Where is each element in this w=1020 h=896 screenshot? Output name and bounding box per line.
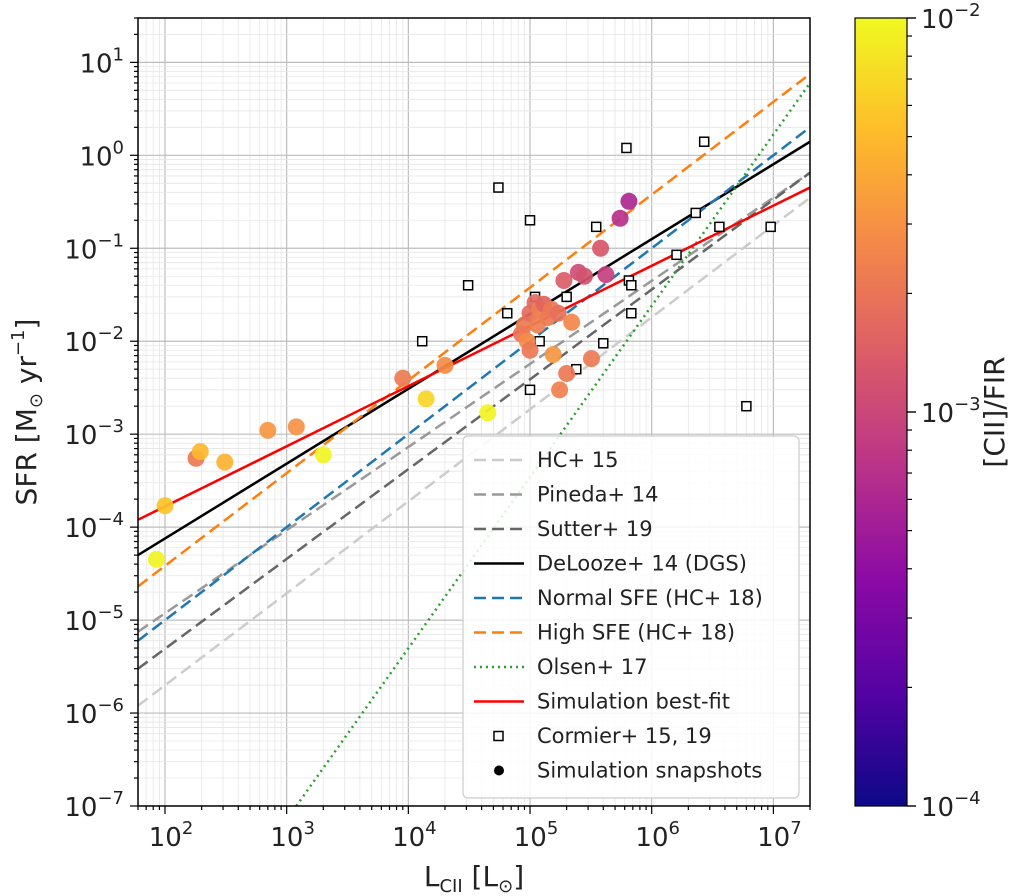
y-tick-label: 10−7 (64, 788, 124, 823)
y-tick-label: 10−6 (64, 695, 124, 730)
simulation-point (287, 418, 305, 436)
legend-marker (494, 765, 504, 776)
x-tick-label: 104 (392, 818, 437, 853)
cormier-point (590, 221, 602, 233)
simulation-point (597, 266, 615, 284)
cormier-point (626, 307, 637, 319)
cormier-point (561, 291, 572, 303)
legend-label: Pineda+ 14 (537, 483, 658, 507)
axis-ticks: 102 103 104 105 106 107 10−7 10−6 10−5 10−4 10−3 10… (64, 17, 811, 853)
colorbar-tick-label: 10−3 (921, 394, 981, 429)
legend-label: HC+ 15 (537, 448, 618, 472)
simulation-point (479, 404, 497, 422)
cormier-point (765, 221, 776, 233)
colorbar-tick-label: 10−4 (921, 788, 981, 823)
y-tick-label: 10−5 (64, 602, 124, 637)
cormier-point (502, 307, 513, 319)
model-lines (138, 72, 810, 806)
y-tick-label: 10−2 (64, 323, 124, 358)
x-axis-title: LCII [L⊙] (424, 860, 524, 896)
legend-box (462, 435, 800, 799)
series-line (138, 171, 810, 633)
simulation-point (216, 453, 234, 471)
y-tick-label: 100 (79, 137, 124, 172)
x-tick-label: 107 (757, 818, 802, 853)
legend-label: Olsen+ 17 (537, 655, 648, 679)
simulation-point (563, 313, 581, 331)
colorbar-gradient (854, 17, 908, 807)
x-tick-label: 106 (635, 818, 680, 853)
cormier-point (741, 400, 752, 412)
plot-frame (137, 17, 811, 807)
legend-label: Cormier+ 15, 19 (537, 724, 712, 748)
cormier-point (524, 215, 536, 226)
simulation-point (611, 209, 629, 227)
cormier-point (698, 136, 710, 147)
x-tick-label: 102 (149, 818, 194, 853)
cormier-point (416, 335, 428, 347)
series-line (138, 171, 810, 670)
simulation-point (191, 443, 209, 461)
y-tick-label: 101 (79, 44, 124, 79)
cormier-point (621, 142, 632, 154)
colorbar-tick-label: 10−2 (921, 0, 981, 35)
simulation-point (314, 446, 332, 464)
simulation-point (436, 356, 454, 374)
cormier-point (714, 221, 725, 233)
simulation-point (555, 271, 573, 289)
cormier-point (493, 182, 504, 193)
simulation-point (620, 192, 638, 210)
series-line (295, 82, 810, 806)
cormier-point (690, 207, 701, 219)
legend-label: Simulation best-fit (537, 690, 730, 714)
cormier-point (524, 384, 536, 396)
legend-label: High SFE (HC+ 18) (537, 621, 735, 645)
cormier-point (671, 249, 682, 261)
simulation-point (394, 369, 412, 387)
cormier-point (462, 280, 474, 291)
simulation-point (156, 497, 174, 515)
x-tick-label: 103 (270, 818, 315, 853)
simulation-point (147, 550, 165, 568)
simulation-point (592, 239, 610, 257)
simulation-point (544, 345, 562, 363)
legend-label: Normal SFE (HC+ 18) (537, 586, 763, 610)
legend-marker (493, 730, 504, 742)
cormier-point (598, 338, 609, 349)
colorbar: 10−4 10−3 10−2 (854, 0, 981, 823)
simulation-point (551, 381, 569, 399)
simulation-point (575, 267, 593, 285)
cormier-point (534, 335, 545, 347)
legend-label: Sutter+ 19 (537, 517, 653, 541)
simulation-point (549, 304, 567, 322)
y-tick-label: 10−1 (64, 230, 124, 265)
cormier-point (626, 280, 637, 291)
simulation-point (558, 364, 576, 382)
series-line (138, 186, 810, 521)
y-axis-title: SFR [M⊙ yr−1] (8, 319, 47, 506)
simulation-point (582, 350, 600, 368)
legend: HC+ 15 Pineda+ 14 Sutter+ 19 DeLooze+ 14 (D… (462, 435, 800, 799)
x-tick-label: 105 (514, 818, 559, 853)
legend-label: Simulation snapshots (537, 759, 762, 783)
simulation-point (417, 390, 435, 408)
simulation-points (147, 192, 638, 568)
simulation-point (521, 341, 539, 359)
y-tick-label: 10−3 (64, 416, 124, 451)
series-line (138, 72, 810, 588)
y-tick-label: 10−4 (64, 509, 124, 544)
legend-label: DeLooze+ 14 (DGS) (537, 552, 747, 576)
simulation-point (259, 421, 277, 439)
colorbar-title: [CII]/FIR (978, 356, 1011, 467)
